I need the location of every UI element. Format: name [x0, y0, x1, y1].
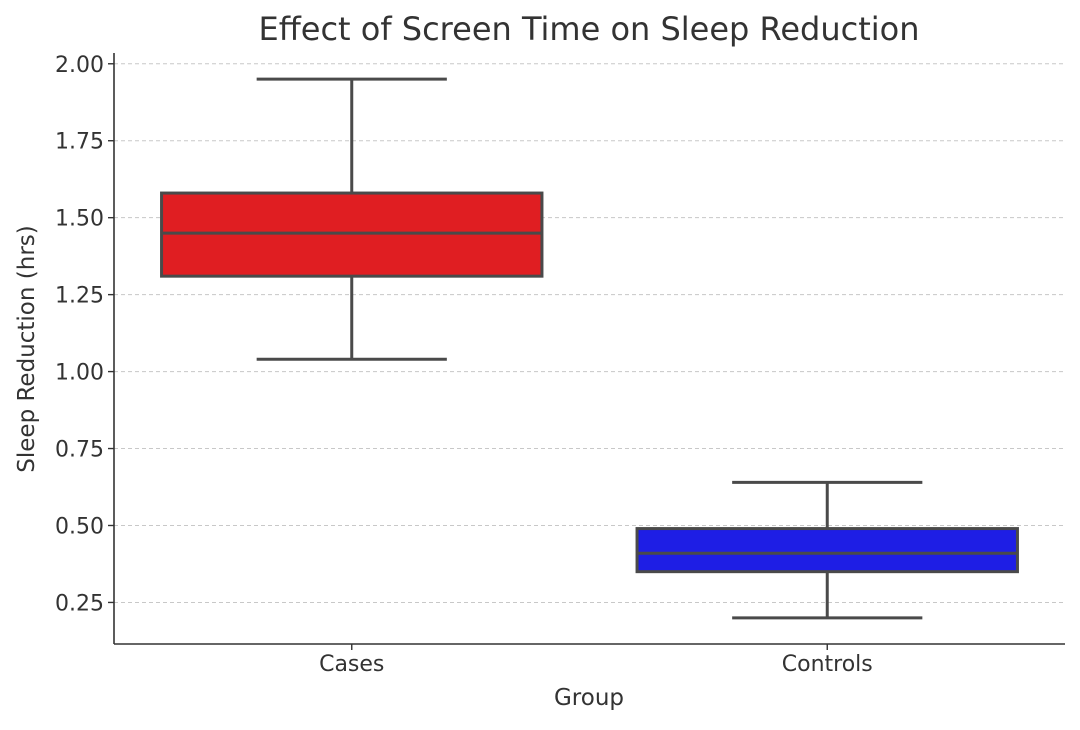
axis-layer: [113, 53, 1065, 645]
grid-layer: [114, 63, 1065, 603]
y-ticks: 0.25 0.50 0.75 1.00 1.25 1.50 1.75 2.00: [55, 53, 114, 616]
iqr-box: [635, 527, 1019, 574]
y-tick-label: 2.00: [55, 53, 104, 78]
x-axis-label: Group: [554, 685, 624, 711]
box-controls: [635, 480, 1019, 620]
x-tick-label: Controls: [782, 652, 873, 677]
x-tick-label: Cases: [319, 652, 384, 677]
chart-title: Effect of Screen Time on Sleep Reduction: [258, 10, 919, 48]
x-ticks: Cases Controls: [319, 644, 873, 677]
y-tick-label: 0.75: [55, 438, 104, 463]
y-tick-label: 1.00: [55, 361, 104, 386]
iqr-box: [160, 191, 544, 278]
y-tick-label: 0.25: [55, 591, 104, 616]
y-tick-label: 1.25: [55, 284, 104, 309]
y-axis-label: Sleep Reduction (hrs): [14, 225, 40, 472]
box-layer: [160, 77, 1019, 620]
box-cases: [160, 77, 544, 361]
y-tick-label: 1.75: [55, 130, 104, 155]
y-tick-label: 0.50: [55, 514, 104, 539]
y-tick-label: 1.50: [55, 207, 104, 232]
